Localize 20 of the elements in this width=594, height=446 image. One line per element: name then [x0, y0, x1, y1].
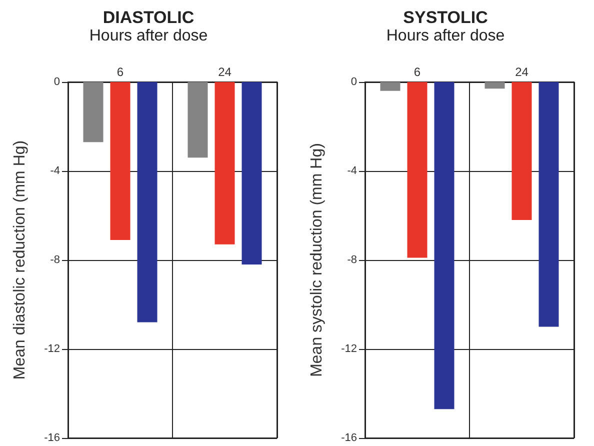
y-tick-label: -8: [50, 254, 60, 266]
y-tick-label: -4: [347, 165, 357, 177]
y-tick-label: -12: [44, 343, 60, 355]
y-tick-label: -16: [341, 432, 357, 444]
x-tick-label: 6: [414, 65, 421, 79]
y-tick-label: 0: [54, 76, 60, 88]
x-axis-title: Hours after dose: [89, 28, 208, 44]
y-axis-title: Mean systolic reduction (mm Hg): [308, 143, 326, 377]
y-tick-label: -16: [44, 432, 60, 444]
x-axis-title: Hours after dose: [386, 28, 505, 44]
x-tick-label: 24: [515, 65, 529, 79]
y-tick-label: -4: [50, 165, 60, 177]
x-tick-label: 6: [116, 65, 124, 79]
x-tick-label: 24: [218, 65, 232, 79]
y-tick-label: 0: [350, 76, 357, 88]
y-tick-label: -12: [341, 343, 357, 355]
y-tick-label: -8: [347, 254, 357, 266]
chart-title: DIASTOLIC: [102, 8, 194, 27]
chart-title: SYSTOLIC: [403, 8, 488, 27]
y-axis-title: Mean diastolic reduction (mm Hg): [12, 140, 28, 380]
